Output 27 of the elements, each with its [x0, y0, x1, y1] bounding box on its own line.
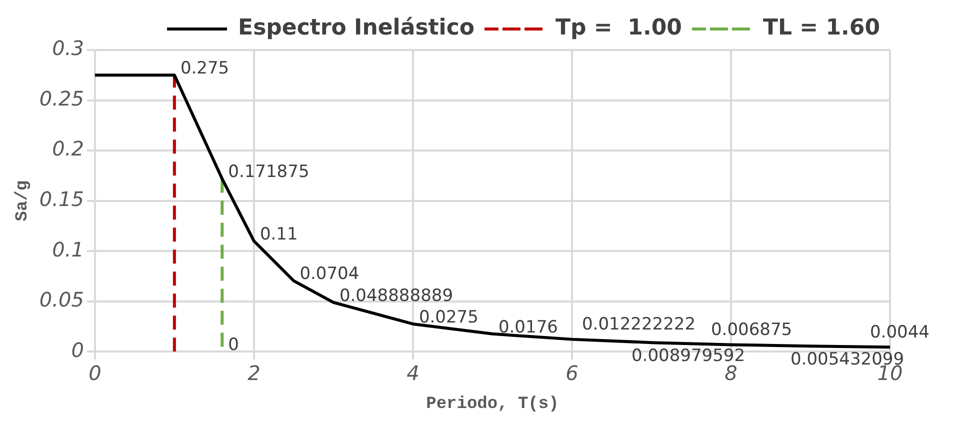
data-label: 0.0176: [498, 317, 558, 338]
y-tick-label: 0.2: [52, 136, 84, 161]
legend-label: TL = 1.60: [762, 16, 880, 41]
data-label: 0.0044: [870, 322, 930, 343]
data-label: 0.275: [180, 58, 230, 79]
data-label: 0: [228, 335, 239, 356]
x-tick-label: 4: [406, 360, 420, 385]
y-axis-title: Sa/g: [13, 180, 32, 222]
data-label: 0.006875: [710, 320, 792, 340]
x-axis-title: Periodo, T(s): [426, 395, 559, 414]
y-tick-label: 0.05: [39, 288, 84, 312]
y-tick-label: 0.15: [39, 187, 84, 212]
y-tick-label: 0.25: [39, 86, 84, 110]
data-label: 0.11: [260, 224, 298, 244]
y-tick-label: 0.3: [52, 36, 84, 60]
y-tick-label: 0.1: [52, 237, 84, 262]
data-label: 0.171875: [228, 162, 310, 182]
x-tick-label: 2: [248, 360, 260, 385]
data-label: 0.0275: [418, 307, 478, 328]
data-label: 0.012222222: [582, 314, 696, 335]
data-label: 0.0704: [300, 264, 360, 284]
legend-label: Espectro Inelástico: [238, 16, 474, 41]
x-tick-label: 0: [88, 360, 102, 385]
x-tick-label: 6: [566, 360, 578, 385]
data-label: 0.048888889: [339, 286, 454, 306]
legend-label: Tp = 1.00: [555, 16, 682, 41]
y-tick-label: 0: [71, 338, 84, 362]
